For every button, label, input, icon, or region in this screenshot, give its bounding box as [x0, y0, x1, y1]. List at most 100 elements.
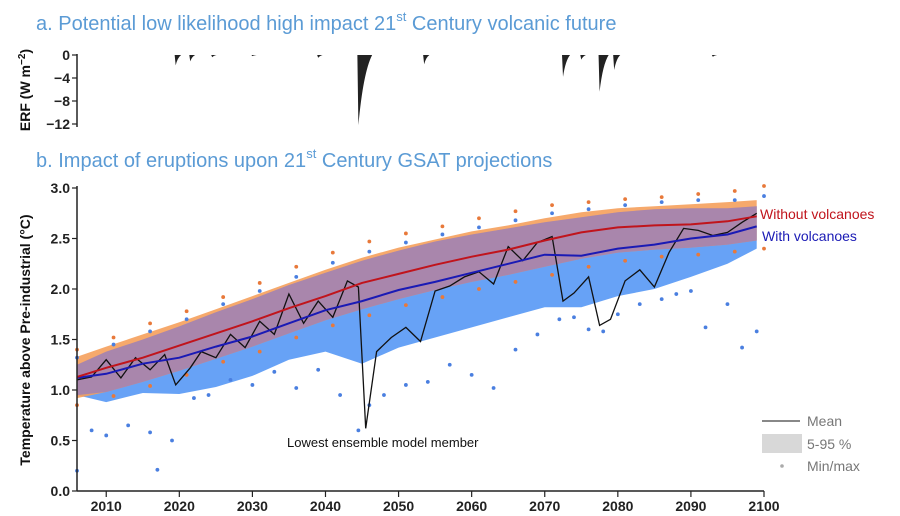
- panel-b-ylabel: Temperature above Pre-industrial (°C): [17, 214, 33, 465]
- minmax-dot-with: [550, 211, 554, 216]
- panel-b-lines: [76, 212, 758, 429]
- minmax-dot-with: [586, 207, 591, 212]
- panel-b-ytick-label: 1.5: [51, 332, 71, 348]
- minmax-dot-with: [425, 380, 430, 384]
- minmax-dot-with: [703, 325, 708, 330]
- minmax-dot-with: [228, 378, 233, 382]
- panel-a-ytick-label: −8: [54, 93, 70, 109]
- minmax-dot-with: [272, 369, 277, 374]
- minmax-dot-without: [762, 184, 766, 188]
- panel-b-bands: [77, 200, 757, 403]
- panel-b-ytick-label: 2.5: [51, 231, 71, 247]
- minmax-dot-with: [250, 383, 255, 387]
- panel-a-ylabel: ERF (W m−2): [17, 49, 33, 131]
- minmax-dot-without: [659, 254, 664, 259]
- minmax-dot-without: [257, 349, 262, 354]
- minmax-dot-without: [477, 216, 481, 221]
- minmax-dot-with: [623, 203, 628, 208]
- label-without-volcanoes: Without volcanoes: [760, 206, 874, 222]
- panel-b-y-ticks: 0.0 0.5 1.0 1.5 2.0 2.5 3.0: [51, 180, 77, 499]
- minmax-dot-without: [586, 200, 591, 205]
- panel-b-xtick-label: 2010: [91, 498, 122, 514]
- erf-spike: [317, 55, 323, 58]
- legend-minmax-label: Min/max: [807, 458, 860, 474]
- minmax-dot-with: [330, 260, 335, 265]
- lowest-member-annotation: Lowest ensemble model member: [287, 435, 479, 450]
- panel-b-xtick-label: 2080: [602, 498, 633, 514]
- minmax-dot-without: [762, 246, 766, 251]
- minmax-dot-without: [367, 239, 372, 244]
- minmax-dot-without: [696, 192, 701, 196]
- legend-range-swatch: [762, 434, 802, 453]
- line-without-volcanoes-mean: [76, 215, 757, 378]
- panel-b-xtick-label: 2070: [529, 498, 560, 514]
- minmax-dot-with: [674, 292, 679, 296]
- panel-b-xtick-label: 2100: [748, 498, 779, 514]
- minmax-dot-with: [356, 428, 361, 433]
- minmax-dot-with: [294, 274, 299, 279]
- minmax-dot-without: [294, 335, 299, 340]
- minmax-dot-with: [586, 327, 591, 332]
- minmax-dot-with: [184, 317, 189, 322]
- minmax-dot-with: [725, 302, 730, 307]
- minmax-dot-without: [184, 309, 189, 314]
- panel-b-xtick-label: 2020: [164, 498, 195, 514]
- minmax-dot-with: [740, 345, 744, 350]
- minmax-dot-without: [148, 321, 152, 326]
- minmax-dot-without: [221, 295, 226, 299]
- legend-mean-label: Mean: [807, 413, 842, 429]
- panel-a-erf-spikes: [174, 55, 718, 126]
- minmax-dot-with: [316, 367, 321, 372]
- panel-a-ytick-label: −12: [46, 116, 70, 132]
- panel-b-ytick-label: 2.0: [51, 281, 71, 297]
- minmax-dot-with: [257, 289, 262, 293]
- minmax-dot-with: [572, 315, 576, 320]
- panel-b-ytick-label: 0.5: [51, 433, 71, 449]
- legend-range-label: 5-95 %: [807, 436, 851, 452]
- minmax-dot-with: [367, 249, 372, 254]
- minmax-dot-with: [403, 383, 408, 387]
- minmax-dot-with: [637, 302, 642, 307]
- minmax-dot-without: [586, 264, 591, 269]
- panel-b-ytick-label: 0.0: [51, 483, 71, 499]
- panel-b-xtick-label: 2040: [310, 498, 341, 514]
- minmax-dot-without: [550, 203, 554, 208]
- legend: Mean 5-95 % Min/max: [762, 413, 860, 474]
- minmax-dot-with: [338, 393, 343, 397]
- minmax-dot-with: [535, 332, 540, 337]
- panel-b-ytick-label: 1.0: [51, 382, 71, 398]
- minmax-dot-with: [601, 329, 606, 334]
- minmax-dot-without: [111, 335, 116, 340]
- minmax-dot-with: [491, 386, 496, 390]
- minmax-dot-without: [696, 252, 701, 257]
- minmax-dot-with: [89, 428, 94, 433]
- erf-spike: [598, 55, 609, 92]
- minmax-dot-with: [659, 200, 664, 205]
- minmax-dot-without: [257, 281, 262, 285]
- erf-spike: [357, 55, 373, 126]
- minmax-dot-without: [111, 394, 116, 398]
- minmax-dot-without: [440, 295, 445, 299]
- minmax-dot-without: [440, 224, 445, 229]
- line-lowest-member: [76, 212, 758, 429]
- minmax-dot-without: [221, 359, 226, 364]
- minmax-dot-with: [170, 438, 174, 443]
- minmax-dot-with: [477, 225, 481, 230]
- minmax-dot-without: [148, 384, 152, 388]
- panel-b-ytick-label: 3.0: [51, 180, 71, 196]
- minmax-dot-without: [330, 250, 335, 255]
- panel-b-xtick-label: 2090: [675, 498, 706, 514]
- erf-spike: [423, 55, 430, 65]
- minmax-dot-without: [623, 197, 628, 202]
- panel-a-ytick-label: −4: [54, 70, 70, 86]
- minmax-dot-without: [732, 189, 737, 193]
- minmax-dot-with: [513, 347, 518, 352]
- minmax-dot-with: [762, 194, 766, 198]
- erf-spike: [562, 55, 571, 77]
- minmax-dot-with: [754, 329, 759, 334]
- minmax-dot-without: [732, 249, 737, 254]
- legend-minmax-swatch: [780, 464, 784, 468]
- panel-a-ytick-label: 0: [62, 47, 70, 63]
- minmax-dot-with: [294, 386, 299, 390]
